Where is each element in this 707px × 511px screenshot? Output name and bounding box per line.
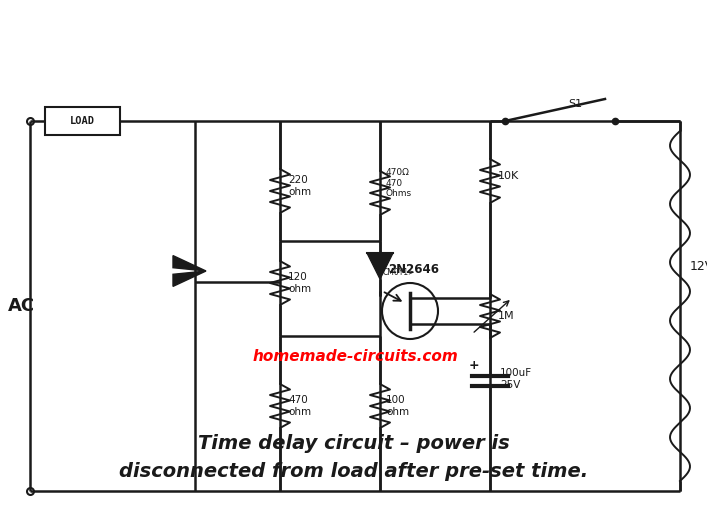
Text: CM0Y1>: CM0Y1> xyxy=(383,268,416,277)
Polygon shape xyxy=(367,253,393,279)
Text: 12V: 12V xyxy=(690,260,707,272)
Text: Time delay circuit – power is: Time delay circuit – power is xyxy=(198,433,509,453)
Text: +: + xyxy=(469,359,479,371)
Text: 1M: 1M xyxy=(498,311,515,321)
Text: 470
ohm: 470 ohm xyxy=(288,395,311,417)
Text: 470Ω
470
Ohms: 470Ω 470 Ohms xyxy=(386,168,412,198)
Text: 100
ohm: 100 ohm xyxy=(386,395,409,417)
Bar xyxy=(45,107,120,135)
Text: 2N2646: 2N2646 xyxy=(388,263,439,276)
Text: 220
ohm: 220 ohm xyxy=(288,175,311,197)
Text: LOAD: LOAD xyxy=(70,116,95,126)
Text: 100uF
25V: 100uF 25V xyxy=(500,368,532,390)
Polygon shape xyxy=(173,271,206,286)
Text: S1: S1 xyxy=(568,99,582,109)
Text: disconnected from load after pre-set time.: disconnected from load after pre-set tim… xyxy=(119,461,588,480)
Text: 10K: 10K xyxy=(498,171,519,181)
Text: 120
ohm: 120 ohm xyxy=(288,272,311,294)
Polygon shape xyxy=(173,256,206,271)
Text: AC: AC xyxy=(8,297,35,315)
Text: homemade-circuits.com: homemade-circuits.com xyxy=(252,349,458,363)
